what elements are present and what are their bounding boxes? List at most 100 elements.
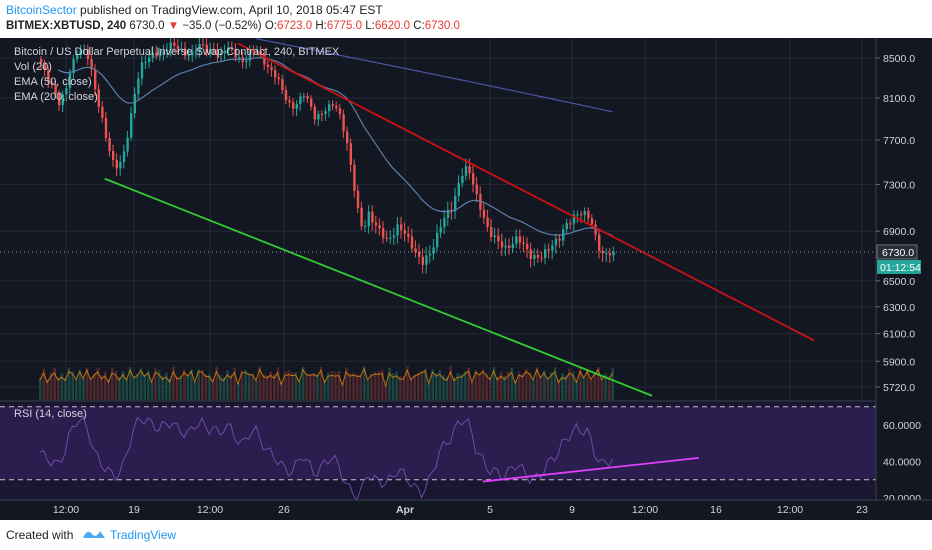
volume-bar [597,367,600,400]
candle-body [194,50,198,52]
candle-body [515,236,518,244]
candle-body [554,238,558,246]
volume-bar [39,378,42,400]
candle-body [317,113,320,120]
price-axis-label: 5900.0 [883,356,915,368]
candle-body [590,218,594,225]
volume-bar [391,373,395,400]
legend-rsi[interactable]: RSI (14, close) [14,408,87,420]
volume-bar [499,371,503,400]
rsi-band-fill [0,406,876,480]
volume-bar [125,378,128,400]
chart-title: Bitcoin / US Dollar Perpetual Inverse Sw… [14,46,340,58]
candle-body [184,48,187,56]
open-value: 6723.0 [276,20,313,32]
volume-bar [186,374,190,400]
legend-vol[interactable]: Vol (20) [14,61,52,73]
volume-bar [453,377,456,400]
volume-bar [330,371,334,400]
volume-bar [417,373,420,400]
candle-body [86,49,90,59]
volume-bar [64,377,67,400]
tradingview-brand[interactable]: TradingView [110,528,177,542]
volume-bar [273,374,276,400]
time-axis-label: 12:00 [632,504,658,516]
volume-ma-line [39,367,613,388]
volume-bar [604,373,607,400]
candle-body [169,42,172,50]
candle-body [79,49,82,56]
candle-body [158,54,162,57]
author-link[interactable]: BitcoinSector [6,3,77,17]
volume-bar [485,373,488,400]
price-change: −35.0 (−0.52%) [182,20,262,32]
volume-bar [435,373,438,400]
rsi-lines [39,415,699,502]
volume-bar [103,371,107,400]
volume-bar [100,375,103,400]
volume-bar [316,374,319,400]
volume-bar [157,370,161,400]
candle-body [144,62,147,64]
created-with-text: Created with [6,528,74,542]
rsi-axis-label: 60.0000 [883,420,921,432]
volume-bar [370,373,373,400]
volume-bar [503,375,506,400]
candle-body [360,207,363,227]
candle-body [259,51,262,55]
candle-body [349,143,352,165]
candle-body [392,235,396,238]
countdown-tag: 01:12:54 [880,262,921,274]
candle-body [418,251,421,257]
volume-bar [67,367,71,400]
volume-bar [402,375,406,400]
volume-bar [345,367,348,400]
volume-bar [420,370,424,400]
volume-bar [89,378,92,400]
volume-bar [114,370,118,400]
candle-body [140,62,144,79]
candle-body [518,236,522,243]
candle-body [439,227,442,233]
volume-bar [150,380,154,400]
chart-area[interactable]: 8500.0 8100.0 7700.0 7300.0 6900.0 6500.0 6300… [0,38,932,520]
volume-bar [521,374,524,400]
volume-bar [129,366,132,400]
candle-body [497,235,500,242]
candle-body [457,183,460,196]
volume-bar [215,366,218,400]
candle-body [382,228,385,238]
volume-bar [517,371,521,400]
countdown-tag-bg [877,259,921,274]
candle-body [598,234,601,252]
legend-ema50[interactable]: EMA (50, close) [14,76,92,88]
time-axis-background [0,500,932,520]
candle-body [61,94,64,106]
candle-body [148,57,151,63]
volume-bar [179,375,182,400]
candle-body [583,211,586,215]
candle-body [108,137,111,152]
volume-bar [467,367,470,400]
volume-bar [193,382,197,400]
legend-ema200[interactable]: EMA (200, close) [14,91,98,103]
volume-bar [201,369,204,400]
candle-body [248,50,252,61]
time-axis-label: 12:00 [777,504,803,516]
candle-body [400,224,403,231]
time-axis-label: 12:00 [53,504,79,516]
candle-body [223,50,226,54]
candle-body [522,242,525,245]
candle-body [576,214,579,216]
volume-bar [46,379,49,400]
volume-bars [39,366,614,400]
candle-body [198,44,201,51]
volume-bar [579,368,582,400]
candle-body [479,194,482,210]
volume-bar [427,383,431,400]
candle-body [306,96,309,99]
volume-bar [111,367,114,400]
volume-bar [240,370,244,400]
candle-body [299,96,302,105]
candle-body [263,54,266,65]
